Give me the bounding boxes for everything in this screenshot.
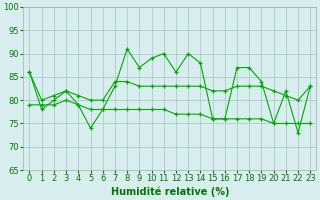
- X-axis label: Humidité relative (%): Humidité relative (%): [111, 186, 229, 197]
